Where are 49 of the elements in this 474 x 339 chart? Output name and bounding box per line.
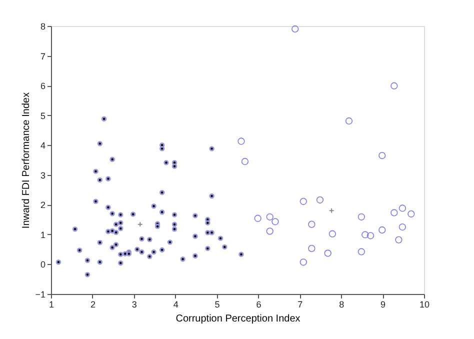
point [266, 228, 274, 235]
y-tick-label: 7 [40, 51, 46, 62]
x-tick-label: 9 [380, 300, 386, 310]
y-axis-title: Inward FDI Performance Index [21, 92, 32, 229]
x-axis-title: Corruption Perception Index [176, 314, 300, 324]
y-tick-label: 3 [40, 170, 46, 180]
point [395, 236, 402, 244]
point [324, 250, 332, 257]
y-tick-label: 8 [40, 22, 46, 32]
point [308, 220, 316, 228]
point [238, 138, 245, 145]
point [358, 248, 365, 256]
point [390, 209, 398, 216]
x-tick-label: 1 [48, 300, 54, 310]
point [378, 152, 386, 160]
x-tick-label: 6 [256, 300, 262, 310]
point [390, 82, 398, 90]
point [358, 213, 365, 220]
point [241, 158, 249, 166]
point [254, 214, 262, 222]
point [362, 231, 369, 238]
x-tick-label: 7 [298, 300, 303, 310]
x-tick-label: 5 [214, 300, 220, 310]
point [345, 117, 353, 125]
point [266, 213, 274, 220]
y-tick-label: 1 [40, 230, 46, 240]
y-tick-label: 0 [40, 260, 46, 270]
point [272, 218, 279, 226]
point [408, 210, 415, 218]
point [300, 258, 307, 266]
point [378, 226, 386, 234]
x-tick-label: 3 [132, 300, 137, 310]
point [398, 223, 406, 231]
point [316, 196, 324, 204]
point [292, 25, 299, 33]
y-tick-label: 2 [40, 200, 46, 210]
point [300, 198, 307, 205]
y-tick-label: −1 [35, 290, 46, 300]
point [308, 244, 316, 252]
y-tick-label: 6 [40, 81, 46, 92]
x-tick-label: 4 [173, 300, 178, 310]
x-tick-label: 2 [90, 300, 96, 310]
x-tick-label: 8 [339, 300, 344, 310]
point [328, 230, 336, 238]
y-tick-label: 4 [40, 140, 46, 151]
y-tick-label: 5 [40, 110, 46, 121]
point [366, 232, 374, 240]
x-tick-label: 10 [419, 300, 430, 310]
point [398, 204, 406, 212]
